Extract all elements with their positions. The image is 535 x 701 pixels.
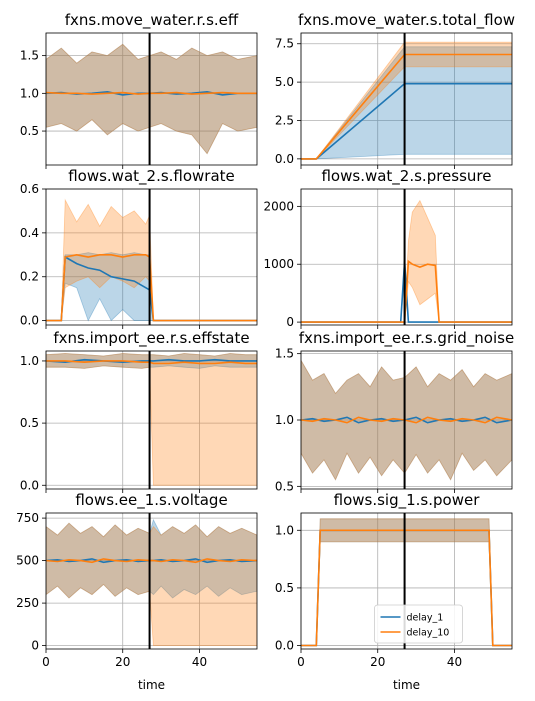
axes-frame <box>45 188 258 326</box>
y-tick-label: 0.0 <box>20 314 39 328</box>
subplot-title: flows.ee_1.s.voltage <box>75 491 227 510</box>
subplot-title: flows.wat_2.s.flowrate <box>68 167 235 186</box>
subplot-title: fxns.move_water.r.s.eff <box>65 11 239 30</box>
subplot-title: fxns.move_water.s.total_flow <box>298 11 515 30</box>
plot-area <box>301 199 512 323</box>
y-tick-label: 2.5 <box>275 113 294 127</box>
x-tick-label: 20 <box>370 655 385 669</box>
x-tick-label: 0 <box>42 655 50 669</box>
band-delay_10 <box>46 522 257 646</box>
subplot-1: 0.5 1.0 1.5 fxns.move_water.r.s.eff <box>20 11 258 169</box>
y-tick-label: 0.6 <box>20 182 39 196</box>
y-tick-label: 0.5 <box>275 479 294 493</box>
y-tick-label: 500 <box>16 554 39 568</box>
band-delay_10 <box>46 198 257 321</box>
y-tick-label: 0.5 <box>20 124 39 138</box>
subplot-4: 0 1000 2000 flows.wat_2.s.pressure <box>263 167 513 329</box>
legend: delay_1 delay_10 <box>374 604 463 644</box>
subplot-title: flows.wat_2.s.pressure <box>321 167 491 186</box>
plot-area <box>301 518 512 647</box>
subplot-title: flows.sig_1.s.power <box>334 491 481 510</box>
axes-frame <box>300 512 513 650</box>
y-tick-label: 0.5 <box>275 581 294 595</box>
band-delay_1 <box>301 46 512 160</box>
y-tick-label: 1.0 <box>20 86 39 100</box>
subplot-title: fxns.import_ee.r.s.effstate <box>53 329 249 348</box>
legend-label-delay_1: delay_1 <box>407 613 444 624</box>
x-tick-label: 40 <box>447 655 462 669</box>
axes-frame <box>45 512 258 650</box>
y-tick-label: 0 <box>286 315 294 329</box>
y-tick-label: 1.0 <box>20 354 39 368</box>
line-delay_10 <box>301 53 512 160</box>
x-axis-label: time <box>393 678 420 692</box>
legend-label-delay_10: delay_10 <box>407 628 450 639</box>
y-tick-label: 0.2 <box>20 270 39 284</box>
subplot-5: 0.0 0.5 1.0 fxns.import_ee.r.s.effstate <box>20 329 258 493</box>
y-tick-label: 7.5 <box>275 37 294 51</box>
y-tick-label: 1.5 <box>20 49 39 63</box>
y-tick-label: 0.0 <box>20 478 39 492</box>
x-tick-label: 20 <box>115 655 130 669</box>
subplot-2: 0.0 2.5 5.0 7.5 fxns.move_water.s.total_flow <box>275 11 515 169</box>
subplot-title: fxns.import_ee.r.s.grid_noise <box>299 329 514 348</box>
band-delay_10 <box>46 353 257 486</box>
line-delay_1 <box>46 358 257 364</box>
y-tick-label: 0.0 <box>275 639 294 653</box>
y-tick-label: 1.5 <box>275 347 294 361</box>
y-tick-label: 750 <box>16 511 39 525</box>
axes-frame <box>300 188 513 326</box>
y-tick-label: 1.0 <box>275 523 294 537</box>
plot-area <box>46 518 257 646</box>
y-tick-label: 0.4 <box>20 226 39 240</box>
plot-area <box>301 41 512 160</box>
plot-area <box>46 198 257 322</box>
subplot-6: 0.5 1.0 1.5 fxns.import_ee.r.s.grid_noise <box>275 329 514 493</box>
plot-area <box>46 43 257 155</box>
axes-frame <box>45 32 258 166</box>
x-axis-label: time <box>138 678 165 692</box>
y-tick-label: 1.0 <box>275 413 294 427</box>
plot-area <box>46 353 257 486</box>
band-delay_1 <box>46 518 257 599</box>
x-tick-label: 40 <box>192 655 207 669</box>
y-tick-label: 1000 <box>263 257 294 271</box>
y-tick-label: 5.0 <box>275 75 294 89</box>
plot-area <box>301 359 512 481</box>
y-tick-label: 0.0 <box>275 152 294 166</box>
line-delay_10 <box>301 259 512 323</box>
band-delay_10 <box>46 43 257 155</box>
subplot-3: 0.0 0.2 0.4 0.6 flows.wat_2.s.flowrate <box>20 167 258 329</box>
band-delay_1 <box>46 43 257 155</box>
line-delay_10 <box>46 558 257 564</box>
axes-frame <box>300 32 513 166</box>
axes-frame <box>45 350 258 490</box>
y-tick-label: 0 <box>31 639 39 653</box>
line-delay_10 <box>46 360 257 365</box>
x-tick-label: 0 <box>297 655 305 669</box>
y-tick-label: 0.5 <box>20 416 39 430</box>
y-tick-label: 250 <box>16 596 39 610</box>
legend-box <box>374 604 463 644</box>
y-tick-label: 2000 <box>263 199 294 213</box>
